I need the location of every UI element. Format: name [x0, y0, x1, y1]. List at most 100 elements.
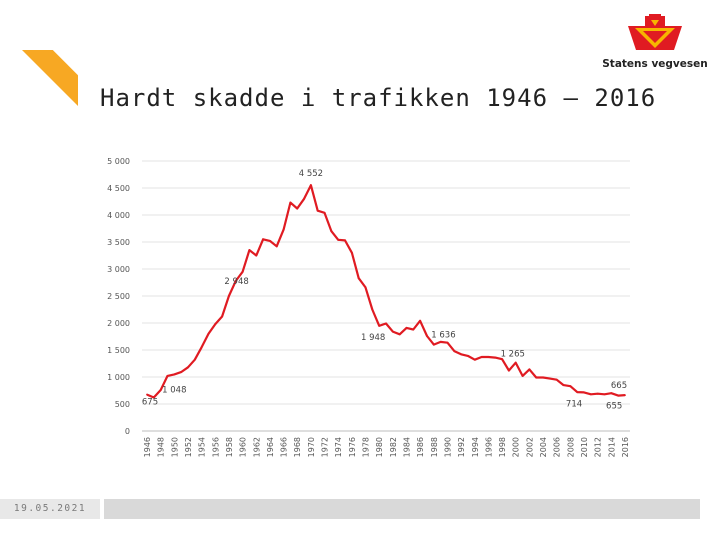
data-point	[344, 239, 346, 242]
data-point	[624, 394, 626, 396]
x-tick-label: 2006	[553, 437, 562, 457]
x-tick-label: 2004	[539, 437, 548, 457]
data-point	[596, 392, 599, 395]
data-point	[603, 393, 606, 396]
data-point	[562, 384, 565, 386]
statens-vegvesen-logo: Statens vegvesen	[600, 14, 710, 74]
data-point	[221, 315, 224, 318]
data-point	[262, 238, 264, 241]
data-point	[357, 277, 360, 280]
data-point	[385, 322, 387, 325]
x-tick-label: 2000	[512, 437, 521, 457]
y-tick-label: 2 500	[107, 292, 130, 301]
x-tick-label: 1996	[484, 437, 493, 457]
y-tick-label: 3 000	[107, 265, 130, 274]
x-tick-label: 1946	[143, 437, 152, 457]
accent-shape	[22, 50, 78, 106]
x-tick-label: 1988	[430, 437, 439, 457]
x-tick-label: 1994	[471, 437, 480, 457]
data-point	[617, 394, 620, 397]
data-point	[467, 355, 469, 357]
data-point	[528, 368, 531, 371]
data-point	[378, 324, 381, 327]
y-tick-label: 0	[125, 427, 130, 436]
data-point	[166, 375, 169, 377]
data-point	[159, 389, 162, 391]
data-point	[398, 333, 401, 336]
data-label: 665	[611, 381, 627, 391]
y-axis: 0 500 1 000 1 500 2 000 2 500 3 000 3 500 4 000 4…	[107, 157, 130, 436]
data-point	[330, 230, 333, 233]
y-tick-label: 1 500	[107, 346, 130, 355]
data-point	[610, 392, 613, 395]
x-tick-label: 2014	[607, 437, 616, 457]
data-point	[337, 238, 340, 241]
data-point	[514, 361, 517, 364]
data-label: 1 048	[162, 385, 186, 395]
data-point	[316, 209, 319, 212]
data-label: 655	[606, 402, 622, 412]
x-tick-label: 1950	[170, 437, 179, 457]
data-point	[548, 377, 551, 380]
data-label: 4 552	[299, 169, 323, 179]
x-tick-label: 1974	[334, 437, 343, 457]
x-tick-label: 1998	[498, 437, 507, 457]
data-point	[289, 201, 292, 204]
data-point	[364, 286, 367, 289]
x-tick-label: 1984	[402, 437, 411, 457]
chart-annotations: 675 1 048 2 948 4 552 1 948 1 636 1 265 714 665 6…	[142, 169, 627, 411]
x-tick-label: 1968	[293, 437, 302, 457]
data-point	[180, 371, 183, 374]
data-point	[391, 330, 394, 333]
data-point	[228, 295, 230, 297]
data-point	[152, 396, 155, 399]
x-tick-label: 1992	[457, 437, 466, 457]
data-point	[494, 356, 497, 359]
x-tick-label: 1948	[157, 437, 166, 457]
data-point	[282, 228, 285, 231]
data-point	[248, 249, 251, 251]
x-tick-label: 1978	[362, 437, 371, 457]
logo-emblem-icon	[628, 14, 682, 50]
x-tick-label: 1966	[280, 437, 289, 457]
data-label: 675	[142, 398, 158, 408]
data-point	[426, 335, 428, 337]
data-point	[521, 375, 524, 377]
data-point	[234, 279, 237, 282]
data-point	[419, 319, 422, 322]
data-point	[214, 323, 217, 325]
x-tick-label: 1956	[211, 437, 220, 457]
y-tick-label: 2 000	[107, 319, 130, 328]
series-line-hardt-skadde	[146, 184, 626, 399]
data-point	[555, 378, 558, 381]
data-point	[255, 254, 258, 257]
y-tick-label: 4 500	[107, 184, 130, 193]
x-tick-label: 2008	[566, 437, 575, 457]
x-tick-label: 1964	[266, 437, 275, 457]
x-tick-label: 1960	[239, 437, 248, 457]
logo-text: Statens vegvesen	[602, 58, 708, 70]
data-label: 1 948	[361, 333, 385, 343]
data-point	[569, 385, 572, 388]
data-point	[460, 353, 463, 356]
x-axis: 1946 1948 1950 1952 1954 1956 1958 1960 1962 1964…	[143, 437, 630, 457]
x-tick-label: 1952	[184, 437, 193, 457]
x-tick-label: 2002	[525, 437, 534, 457]
x-tick-label: 2016	[621, 437, 630, 457]
y-tick-label: 3 500	[107, 238, 130, 247]
data-point	[487, 356, 490, 358]
data-point	[296, 207, 299, 210]
data-point	[193, 358, 196, 361]
data-point	[439, 341, 442, 343]
x-tick-label: 1980	[375, 437, 384, 457]
data-point	[173, 373, 176, 376]
x-tick-label: 1970	[307, 437, 316, 457]
data-point	[200, 346, 203, 349]
footer-date: 19.05.2021	[0, 499, 100, 519]
slide-title: Hardt skadde i trafikken 1946 – 2016	[100, 84, 657, 112]
data-point	[412, 328, 415, 331]
y-tick-label: 1 000	[107, 373, 130, 382]
data-point	[241, 270, 244, 273]
data-label: 1 636	[431, 331, 455, 341]
x-tick-label: 1982	[389, 437, 398, 457]
